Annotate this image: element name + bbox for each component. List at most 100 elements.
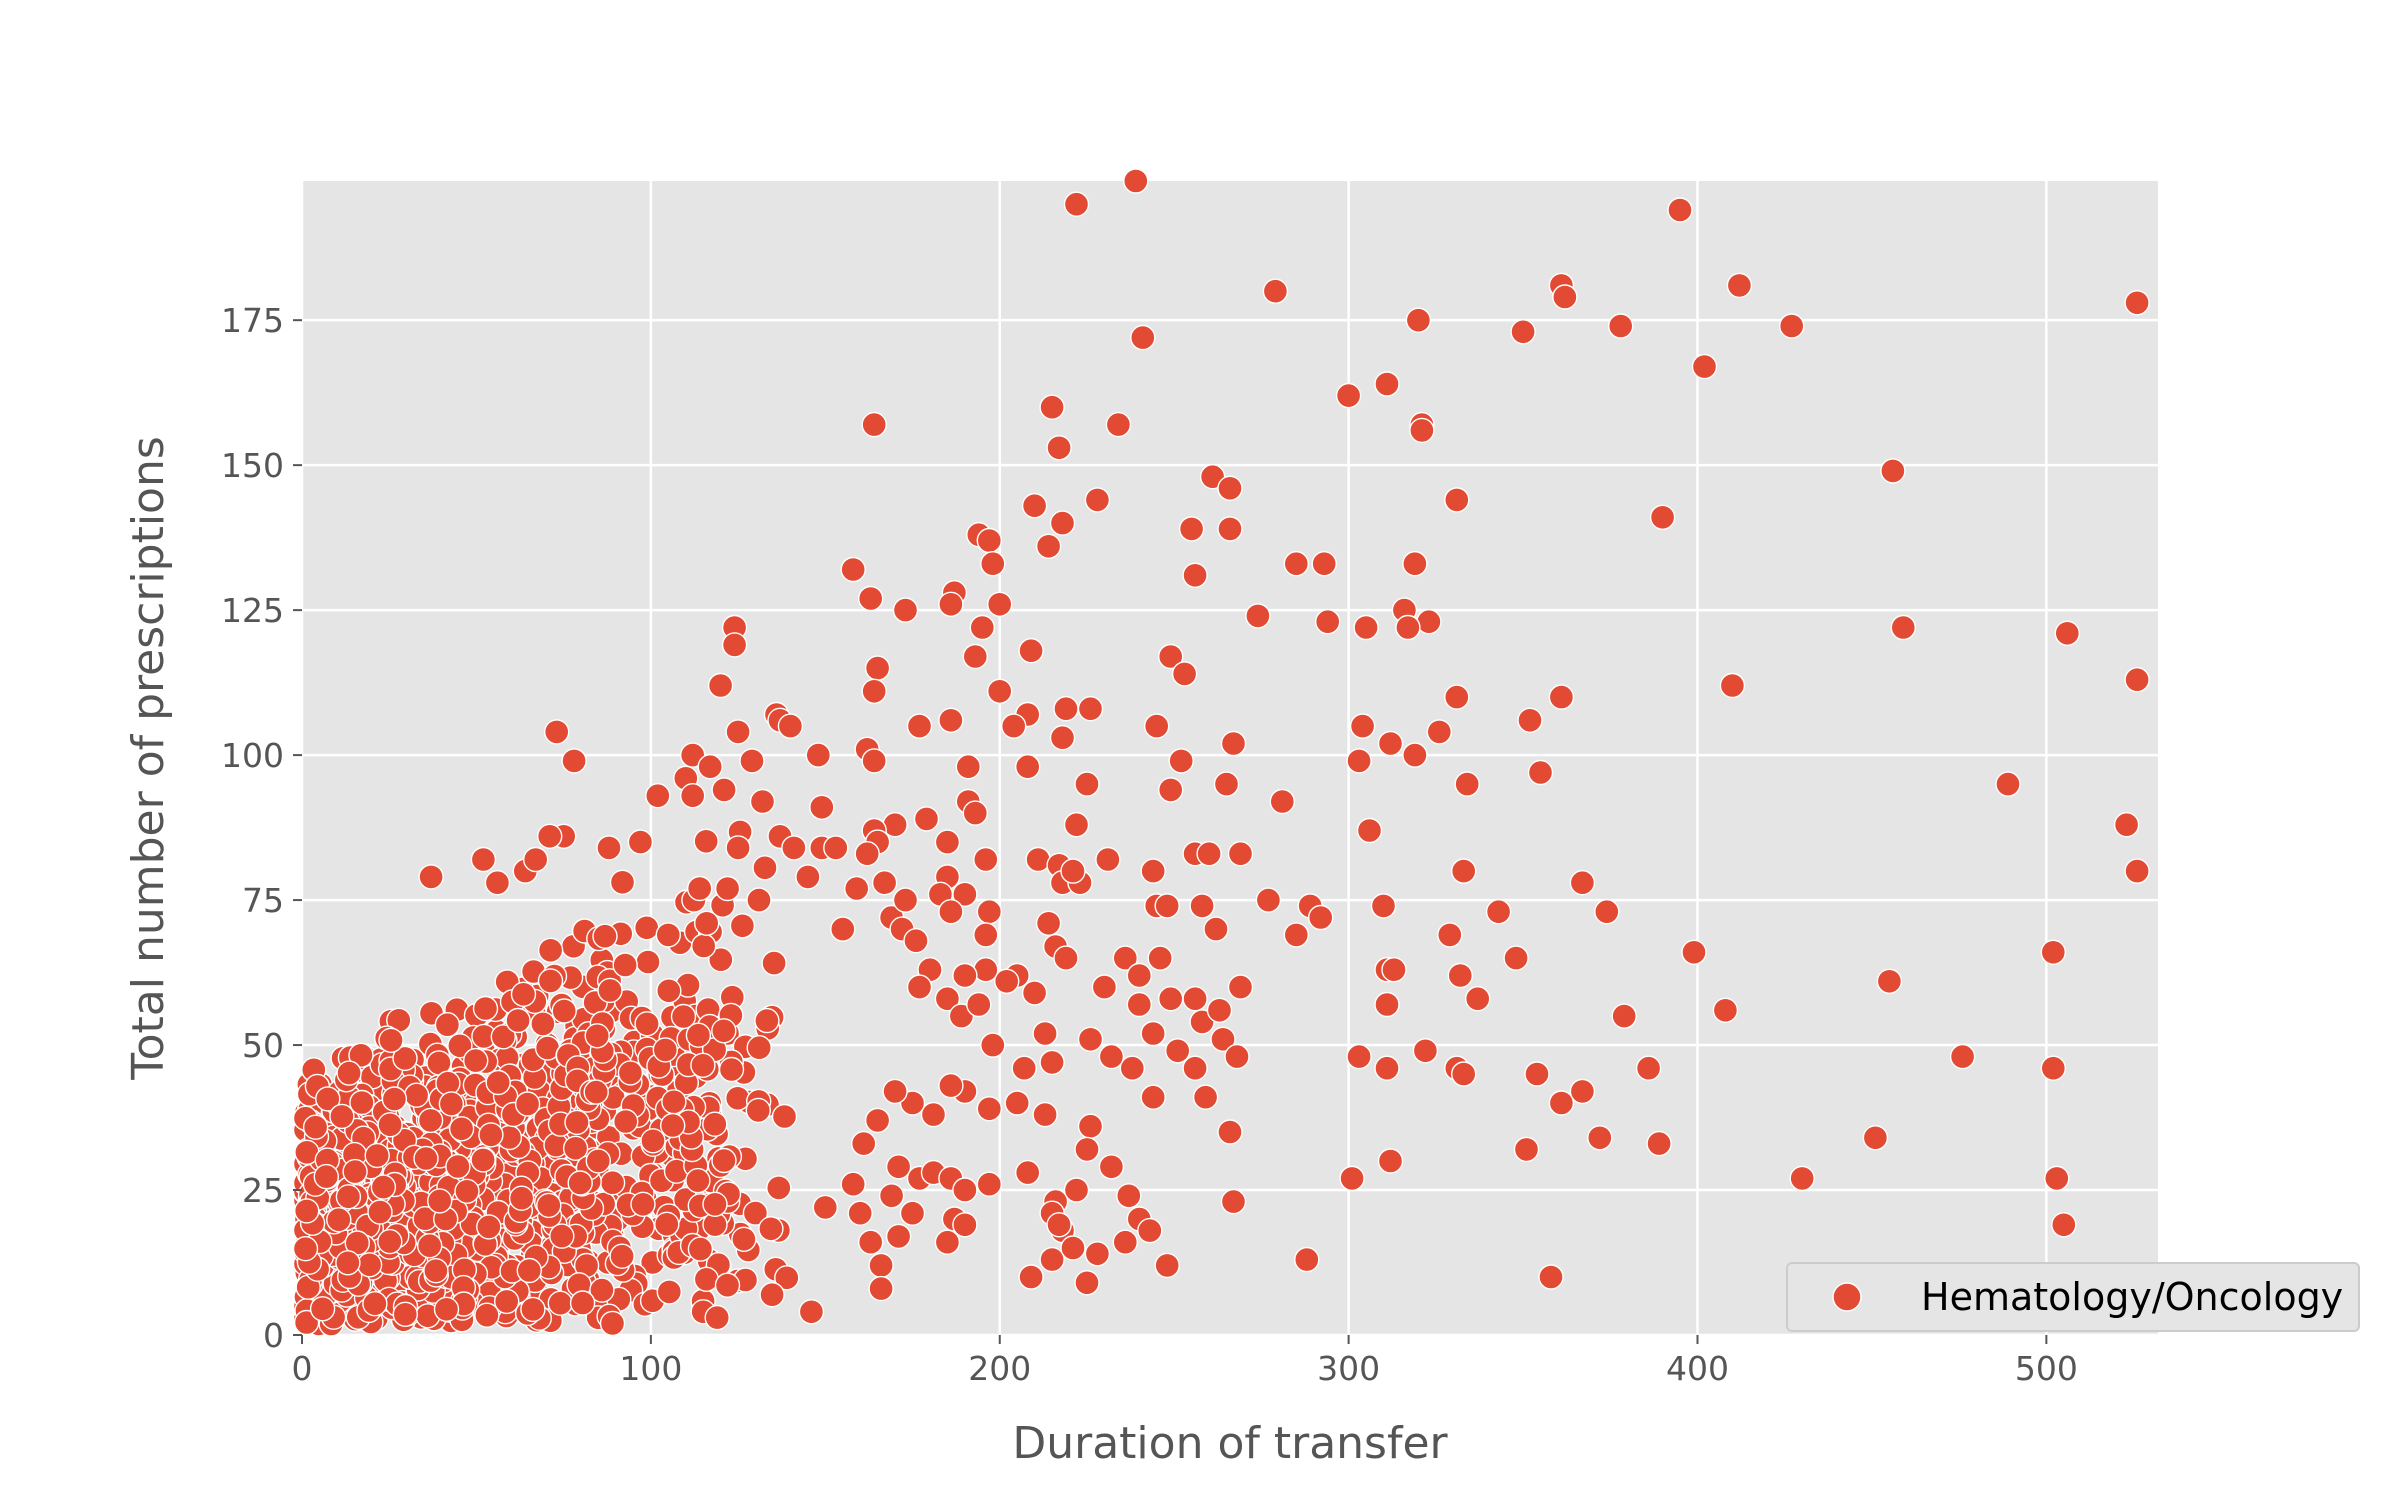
- scatter-point: [906, 713, 933, 739]
- scatter-point: [1548, 684, 1575, 710]
- scatter-point: [1527, 759, 1554, 786]
- scatter-point: [903, 928, 929, 954]
- scatter-point: [899, 1090, 926, 1116]
- scatter-point: [1339, 1165, 1365, 1192]
- scatter-point: [1314, 609, 1341, 635]
- scatter-point: [1098, 1154, 1125, 1180]
- scatter-point: [851, 1130, 877, 1157]
- scatter-point: [707, 672, 734, 699]
- scatter-point: [1454, 771, 1480, 797]
- scatter-point: [1060, 1235, 1086, 1261]
- scatter-point: [1119, 1055, 1146, 1081]
- scatter-point: [356, 1252, 383, 1278]
- scatter-point: [1140, 858, 1166, 884]
- y-tick-label: 0: [263, 1316, 284, 1355]
- scatter-point: [1778, 313, 1805, 339]
- scatter-point: [1437, 922, 1463, 948]
- scatter-point: [966, 991, 992, 1018]
- scatter-point: [1053, 696, 1079, 722]
- scatter-point: [476, 1214, 502, 1240]
- scatter-point: [1063, 812, 1090, 838]
- scatter-point: [1049, 510, 1076, 536]
- scatter-point: [514, 1091, 541, 1117]
- scatter-point: [1548, 1090, 1575, 1116]
- scatter-point: [864, 655, 891, 681]
- scatter-point: [1311, 551, 1337, 577]
- scatter-point: [1001, 713, 1027, 739]
- scatter-point: [478, 1122, 504, 1148]
- scatter-point: [1524, 1061, 1550, 1087]
- scatter-point: [1182, 1055, 1208, 1081]
- scatter-point: [868, 1252, 894, 1279]
- scatter-point: [1262, 278, 1289, 304]
- scatter-point: [948, 1003, 975, 1029]
- scatter-point: [882, 812, 908, 838]
- scatter-point: [980, 1032, 1006, 1058]
- scatter-point: [537, 937, 564, 963]
- scatter-point: [987, 591, 1013, 617]
- scatter-point: [617, 1060, 644, 1086]
- x-tick-label: 400: [1666, 1349, 1729, 1388]
- scatter-point: [564, 1109, 590, 1136]
- scatter-point: [693, 828, 719, 854]
- scatter-point: [1356, 817, 1383, 844]
- scatter-point: [714, 875, 741, 902]
- legend[interactable]: Hematology/Oncology: [1786, 1262, 2360, 1332]
- scatter-point: [1203, 916, 1229, 942]
- scatter-point: [976, 1171, 1002, 1197]
- scatter-point: [1224, 1043, 1250, 1070]
- scatter-point: [739, 748, 765, 774]
- scatter-point: [1349, 713, 1376, 739]
- scatter-point: [1353, 614, 1379, 641]
- scatter-point: [1646, 1130, 1672, 1157]
- scatter-point: [680, 742, 706, 768]
- scatter-point: [1032, 1101, 1058, 1128]
- scatter-point: [445, 1153, 471, 1180]
- scatter-point: [1444, 684, 1470, 710]
- scatter-point: [474, 1302, 500, 1328]
- scatter-point: [655, 922, 681, 948]
- scatter-point: [652, 1037, 678, 1063]
- scatter-point: [1077, 1026, 1104, 1053]
- scatter-point: [1377, 730, 1404, 757]
- scatter-point: [1011, 1055, 1037, 1081]
- scatter-point: [1098, 1043, 1125, 1070]
- scatter-point: [1426, 719, 1453, 745]
- scatter-point: [1025, 846, 1051, 873]
- scatter-point: [729, 913, 756, 939]
- scatter-point: [634, 1011, 660, 1037]
- scatter-point: [725, 719, 751, 745]
- scatter-point: [847, 1200, 873, 1226]
- scatter-point: [635, 949, 661, 975]
- scatter-point: [1063, 191, 1090, 217]
- scatter-point: [1538, 1264, 1564, 1290]
- scatter-point: [1063, 1177, 1090, 1203]
- scatter-point: [1346, 1043, 1372, 1070]
- y-tick-label: 100: [221, 736, 284, 775]
- scatter-point: [745, 1097, 771, 1124]
- y-tick-label: 75: [242, 881, 284, 920]
- scatter-point: [721, 632, 748, 658]
- scatter-point: [858, 585, 884, 612]
- scatter-point: [609, 1243, 635, 1269]
- scatter-point: [1154, 1252, 1180, 1279]
- scatter-point: [754, 1007, 780, 1034]
- scatter-point: [423, 1257, 449, 1284]
- scatter-point: [520, 1296, 546, 1323]
- scatter-point: [510, 981, 537, 1007]
- scatter-point: [864, 1107, 891, 1134]
- scatter-point: [309, 1296, 336, 1322]
- scatter-point: [1283, 922, 1310, 948]
- scatter-point: [1402, 551, 1428, 577]
- scatter-point: [976, 899, 1002, 925]
- scatter-point: [1077, 1113, 1104, 1139]
- scatter-point: [973, 846, 999, 873]
- scatter-point: [1182, 562, 1208, 588]
- scatter-point: [392, 1045, 418, 1072]
- scatter-point: [742, 1200, 769, 1226]
- scatter-point: [809, 794, 835, 820]
- scatter-point: [335, 1184, 362, 1210]
- scatter-point: [938, 591, 964, 617]
- scatter-point: [885, 1223, 912, 1250]
- scatter-point: [1220, 1188, 1247, 1215]
